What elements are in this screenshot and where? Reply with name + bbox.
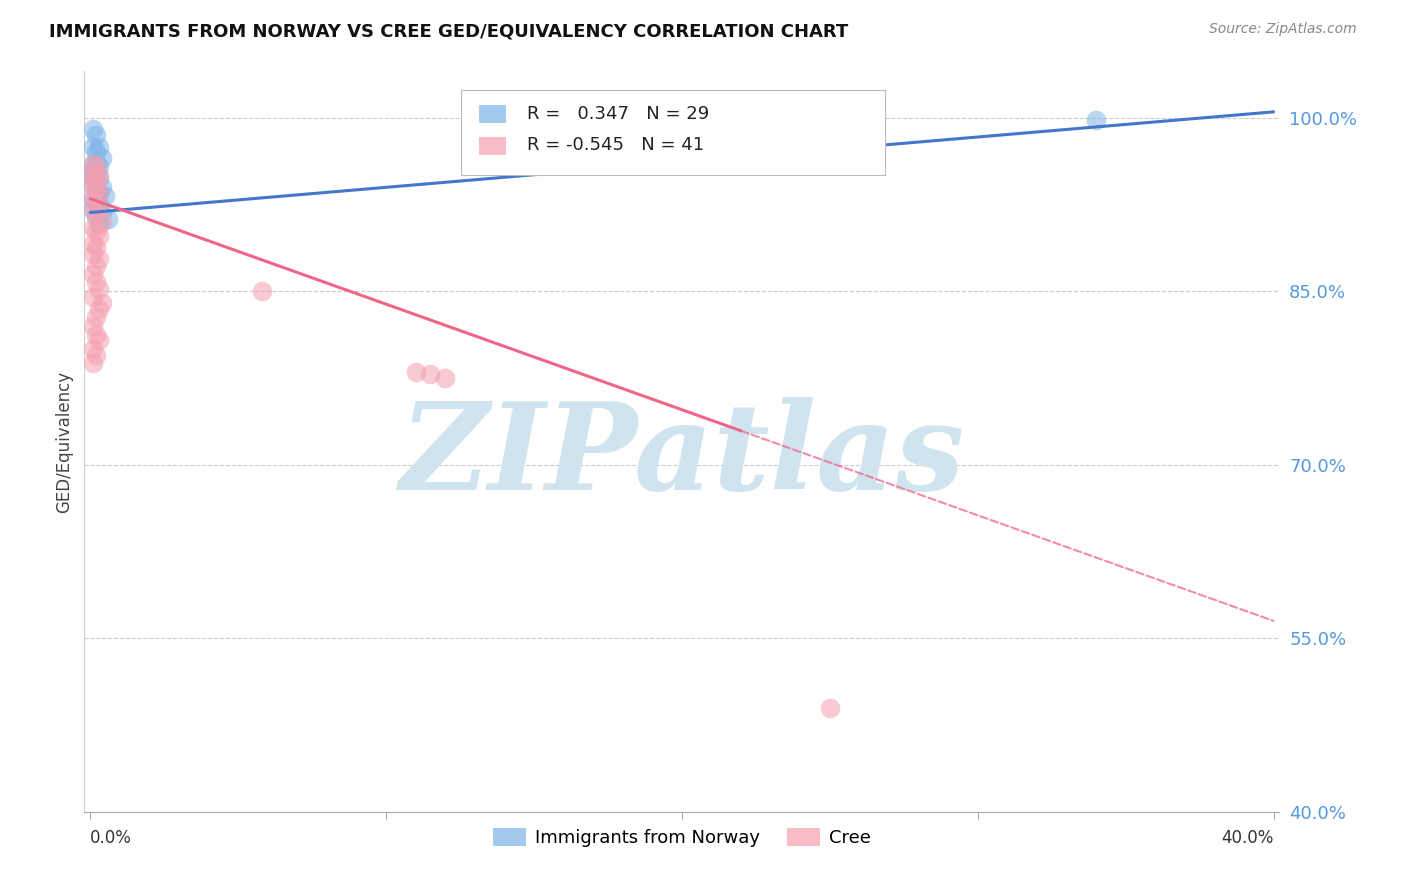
Point <box>82 247 104 261</box>
Point <box>82 139 104 153</box>
Point <box>89 197 111 211</box>
Text: Source: ZipAtlas.com: Source: ZipAtlas.com <box>1209 22 1357 37</box>
Point <box>97 212 120 227</box>
Point <box>84 128 107 142</box>
Point <box>82 162 104 177</box>
Point <box>84 194 107 208</box>
Point <box>82 267 104 281</box>
Point <box>84 348 107 362</box>
Point <box>250 284 273 298</box>
Point <box>89 186 111 200</box>
Point <box>91 215 114 229</box>
Point <box>91 151 114 165</box>
Y-axis label: GED/Equivalency: GED/Equivalency <box>55 370 73 513</box>
Point <box>84 209 107 223</box>
Point <box>89 186 111 200</box>
Text: 0.0%: 0.0% <box>90 829 132 847</box>
Point <box>82 290 104 304</box>
Point <box>82 192 104 206</box>
Point <box>84 275 107 289</box>
Text: ZIPatlas: ZIPatlas <box>399 397 965 516</box>
Point <box>84 194 107 208</box>
Point <box>89 169 111 183</box>
Point <box>89 252 111 266</box>
Text: IMMIGRANTS FROM NORWAY VS CREE GED/EQUIVALENCY CORRELATION CHART: IMMIGRANTS FROM NORWAY VS CREE GED/EQUIV… <box>49 22 848 40</box>
Text: 40.0%: 40.0% <box>1222 829 1274 847</box>
Point <box>94 189 117 203</box>
Point <box>82 203 104 218</box>
Legend: Immigrants from Norway, Cree: Immigrants from Norway, Cree <box>486 821 877 855</box>
Point <box>82 122 104 136</box>
Point <box>84 259 107 273</box>
Point <box>641 139 664 153</box>
Text: R = -0.545   N = 41: R = -0.545 N = 41 <box>527 136 703 154</box>
Point <box>82 157 104 171</box>
Point <box>82 178 104 192</box>
Point <box>82 235 104 250</box>
Point <box>91 205 114 219</box>
Point <box>89 203 111 218</box>
Point <box>1085 112 1108 127</box>
Point <box>84 166 107 180</box>
Point <box>84 174 107 188</box>
Point <box>89 159 111 173</box>
Point <box>89 217 111 231</box>
Point <box>84 224 107 238</box>
Point <box>84 180 107 194</box>
Point <box>82 220 104 235</box>
Point <box>82 356 104 370</box>
Point <box>84 145 107 160</box>
Point <box>434 371 457 385</box>
Point <box>84 157 107 171</box>
Point <box>84 159 107 173</box>
Point <box>84 174 107 188</box>
Point <box>89 282 111 296</box>
Point <box>82 170 104 185</box>
Point <box>818 700 841 714</box>
Point <box>91 180 114 194</box>
Point <box>82 318 104 333</box>
Point <box>84 328 107 343</box>
Point <box>82 342 104 356</box>
Point <box>91 295 114 310</box>
Point <box>82 169 104 183</box>
Point <box>89 333 111 347</box>
FancyBboxPatch shape <box>479 105 505 121</box>
Point <box>82 201 104 215</box>
Point <box>82 189 104 203</box>
Point <box>84 240 107 254</box>
Point <box>84 209 107 223</box>
Point <box>89 228 111 243</box>
Point <box>405 365 427 379</box>
Point <box>84 182 107 196</box>
Point <box>82 166 104 180</box>
Point <box>89 301 111 316</box>
FancyBboxPatch shape <box>461 90 886 175</box>
Text: R =   0.347   N = 29: R = 0.347 N = 29 <box>527 104 709 122</box>
Point <box>419 368 441 382</box>
Point <box>89 139 111 153</box>
Point <box>82 157 104 171</box>
Point <box>82 178 104 192</box>
Point <box>89 170 111 185</box>
FancyBboxPatch shape <box>479 137 505 153</box>
Point <box>84 310 107 324</box>
